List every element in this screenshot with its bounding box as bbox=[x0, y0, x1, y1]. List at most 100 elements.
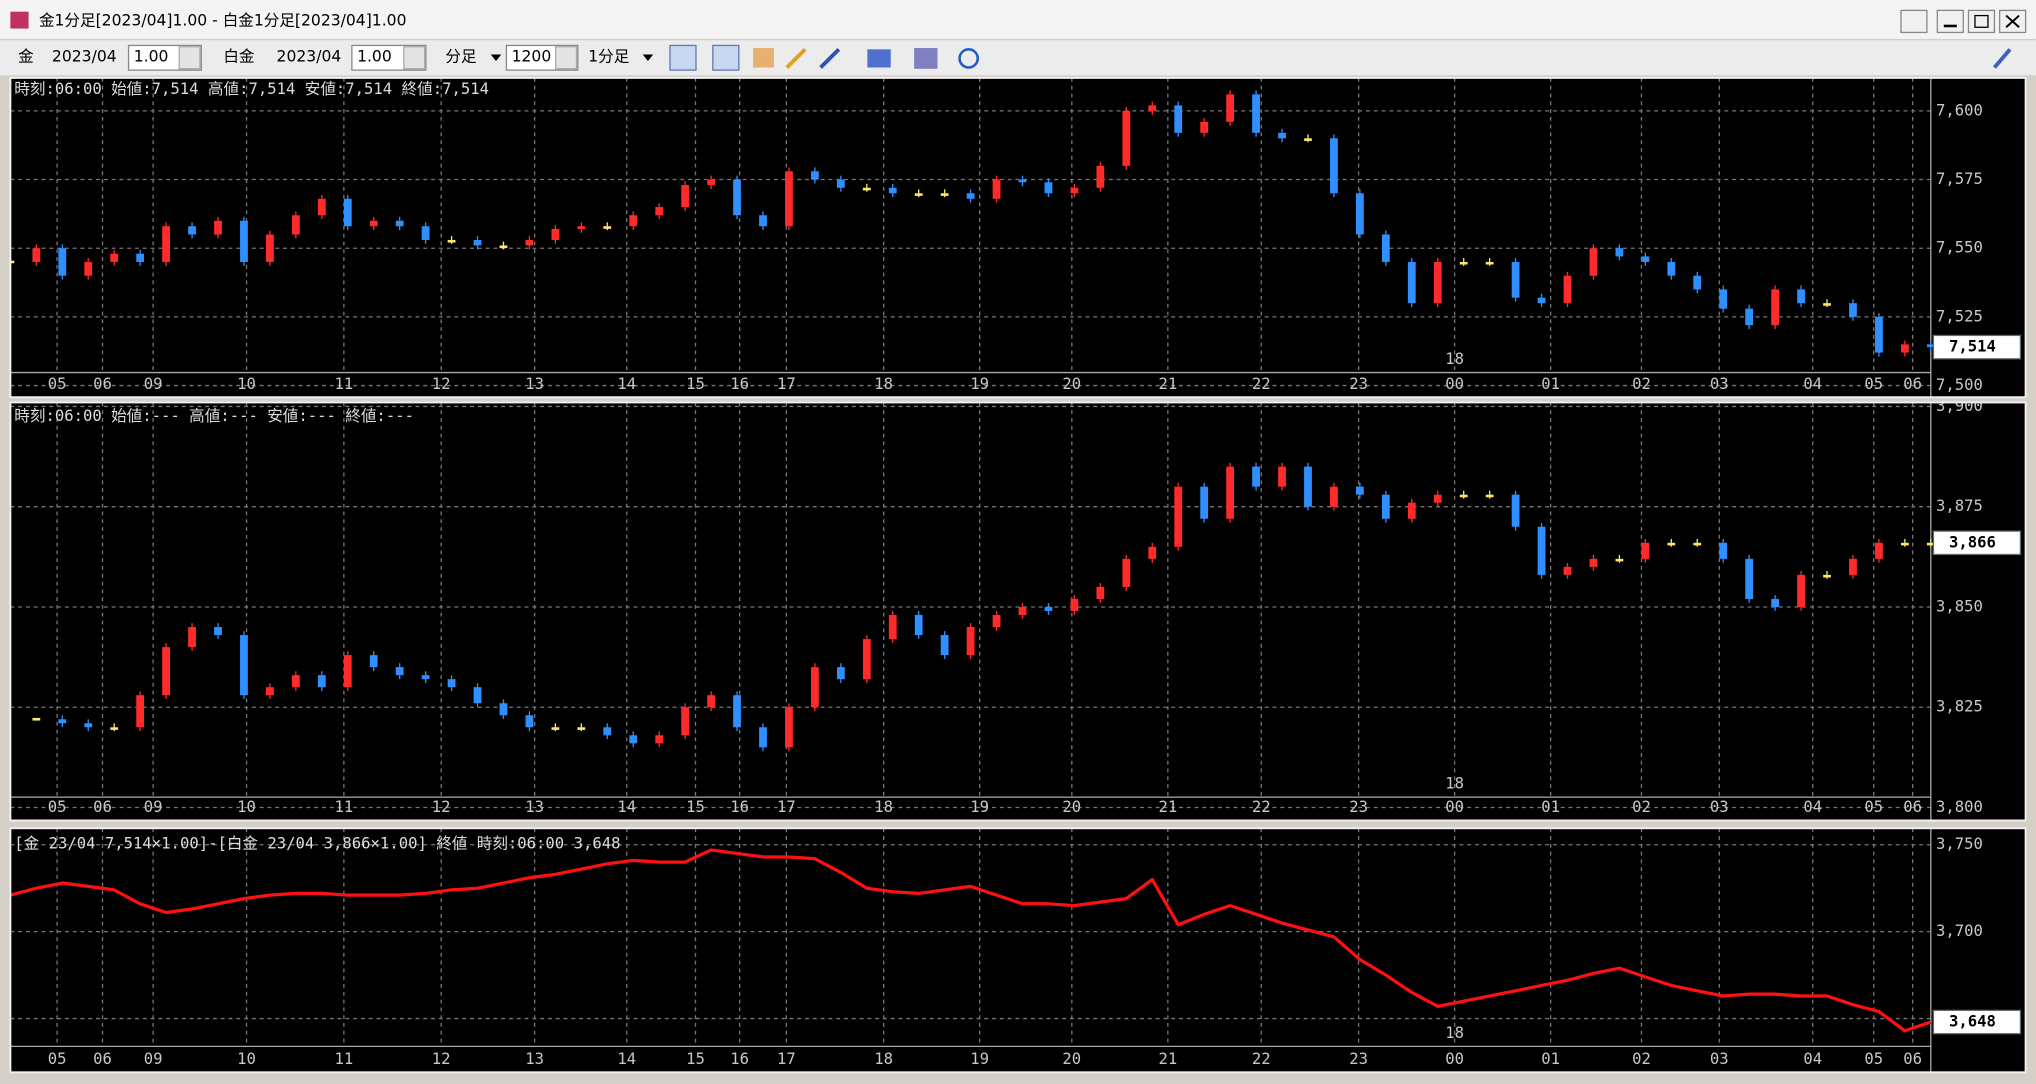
x-tick-label: 13 bbox=[525, 1050, 544, 1068]
count-spinner[interactable] bbox=[555, 46, 578, 70]
candle bbox=[1381, 234, 1390, 262]
ratio1-spinner[interactable] bbox=[178, 46, 201, 70]
candle bbox=[266, 687, 274, 696]
candle bbox=[1875, 542, 1883, 559]
candle bbox=[1589, 248, 1598, 276]
y-tick-label: 7,525 bbox=[1936, 307, 1983, 325]
unit-dropdown[interactable]: 分足 bbox=[445, 48, 477, 66]
candle bbox=[499, 703, 508, 716]
candle bbox=[1745, 308, 1754, 326]
x-tick-label: 01 bbox=[1541, 1050, 1560, 1068]
candle bbox=[421, 675, 430, 680]
y-tick-label: 3,900 bbox=[1936, 397, 1983, 415]
candle bbox=[810, 171, 819, 180]
tool-button[interactable] bbox=[914, 48, 938, 69]
date-marker: 18 bbox=[1445, 775, 1464, 793]
candle bbox=[759, 215, 767, 227]
x-tick-label: 20 bbox=[1062, 798, 1081, 816]
y-tick-label: 7,575 bbox=[1936, 170, 1983, 188]
x-tick-label: 14 bbox=[617, 375, 636, 393]
ratio2-spinner[interactable] bbox=[403, 46, 426, 70]
candle bbox=[1174, 105, 1183, 133]
candle bbox=[707, 179, 715, 186]
candle bbox=[1849, 558, 1857, 575]
candle bbox=[291, 215, 300, 235]
x-tick-label: 00 bbox=[1445, 1050, 1464, 1068]
candle bbox=[317, 675, 326, 688]
x-tick-label: 18 bbox=[874, 375, 893, 393]
item2-label: 白金 bbox=[223, 48, 255, 66]
candle bbox=[162, 647, 170, 696]
tool-button[interactable] bbox=[669, 44, 697, 71]
candle bbox=[1044, 182, 1053, 194]
candle bbox=[1148, 546, 1157, 559]
x-tick-label: 12 bbox=[432, 1050, 451, 1068]
x-tick-label: 02 bbox=[1632, 798, 1651, 816]
candle bbox=[1511, 494, 1520, 527]
candle bbox=[58, 719, 67, 724]
x-tick-label: 00 bbox=[1445, 798, 1464, 816]
candle bbox=[1849, 303, 1857, 317]
tool-button[interactable] bbox=[712, 44, 740, 71]
x-tick-label: 22 bbox=[1252, 1050, 1271, 1068]
candle bbox=[395, 667, 404, 676]
minimize-button[interactable] bbox=[1936, 9, 1964, 34]
month1-label: 2023/04 bbox=[52, 48, 117, 66]
x-tick-label: 06 bbox=[93, 375, 112, 393]
candle bbox=[1304, 466, 1312, 507]
candle bbox=[1381, 494, 1390, 519]
x-tick-label: 04 bbox=[1803, 798, 1822, 816]
tool-button[interactable] bbox=[753, 48, 774, 68]
candle bbox=[473, 687, 482, 704]
candle bbox=[759, 727, 767, 748]
candle bbox=[1330, 486, 1338, 507]
last-price-box bbox=[1932, 530, 2022, 556]
last-price-label: 7,514 bbox=[1949, 338, 1996, 356]
candle bbox=[1615, 558, 1624, 562]
candle bbox=[1615, 248, 1624, 257]
tool-button[interactable] bbox=[867, 49, 891, 68]
candle bbox=[10, 260, 15, 264]
candle bbox=[966, 193, 975, 199]
candle bbox=[1407, 502, 1416, 519]
candle bbox=[707, 695, 715, 708]
candle bbox=[499, 245, 508, 249]
x-tick-label: 19 bbox=[970, 798, 989, 816]
candle bbox=[1278, 466, 1286, 487]
y-tick-label: 3,850 bbox=[1936, 597, 1983, 615]
candle bbox=[291, 675, 300, 688]
maximize-button[interactable] bbox=[1967, 9, 1996, 34]
tool-button[interactable] bbox=[819, 47, 841, 69]
candle bbox=[1122, 110, 1131, 166]
x-tick-label: 06 bbox=[1903, 375, 1922, 393]
x-tick-label: 03 bbox=[1710, 375, 1729, 393]
x-tick-label: 12 bbox=[432, 798, 451, 816]
item1-label: 金 bbox=[18, 48, 34, 66]
x-tick-label: 02 bbox=[1632, 375, 1651, 393]
candle bbox=[1563, 566, 1572, 575]
x-tick-label: 22 bbox=[1252, 375, 1271, 393]
candle bbox=[1407, 261, 1416, 304]
period-dropdown[interactable]: 1分足 bbox=[588, 48, 629, 66]
tool-button[interactable] bbox=[785, 47, 807, 69]
candle bbox=[1563, 275, 1572, 304]
candle bbox=[629, 735, 638, 744]
candle bbox=[940, 635, 949, 656]
candle bbox=[525, 239, 534, 246]
candle bbox=[1252, 466, 1260, 487]
restore-button[interactable] bbox=[1900, 9, 1928, 34]
y-tick-label: 3,875 bbox=[1936, 497, 1983, 515]
x-tick-label: 06 bbox=[1903, 798, 1922, 816]
panel-background bbox=[10, 77, 2026, 398]
month2-label: 2023/04 bbox=[277, 48, 342, 66]
x-tick-label: 17 bbox=[777, 375, 796, 393]
candle bbox=[629, 215, 638, 227]
candle bbox=[1900, 344, 1909, 353]
candle bbox=[162, 226, 170, 262]
settings-button[interactable] bbox=[1992, 48, 2012, 69]
candle bbox=[136, 253, 145, 262]
candle bbox=[369, 220, 378, 227]
x-tick-label: 10 bbox=[237, 798, 256, 816]
tool-button[interactable] bbox=[958, 48, 980, 69]
candle bbox=[1433, 261, 1442, 304]
